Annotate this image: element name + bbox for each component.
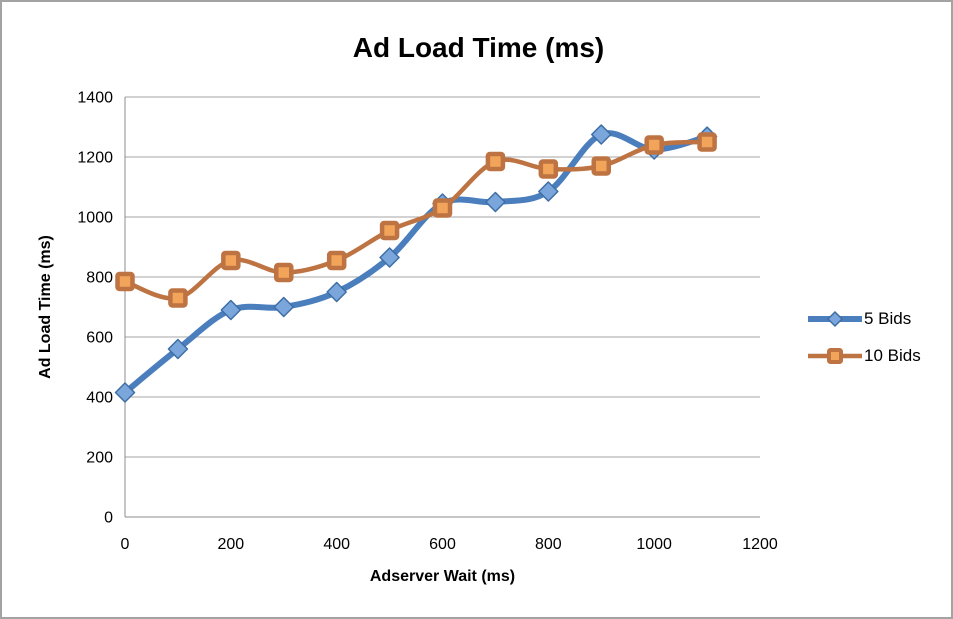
legend-label: 10 Bids: [864, 346, 921, 365]
diamond-legend-marker-icon: [808, 310, 862, 328]
chart-title: Ad Load Time (ms): [352, 32, 605, 63]
legend: 5 Bids 10 Bids: [808, 309, 921, 366]
data-point-1-11: [697, 132, 717, 152]
x-tick-label-600: 600: [429, 536, 456, 553]
y-tick-label-0: 0: [104, 510, 113, 527]
y-tick-label-1000: 1000: [77, 210, 113, 227]
data-point-1-9: [591, 156, 611, 176]
series-line-1: [122, 139, 710, 301]
y-tick-label-1400: 1400: [77, 90, 113, 107]
data-point-0-8: [538, 181, 559, 202]
data-point-0-7: [485, 191, 506, 213]
data-point-0-4: [326, 281, 347, 303]
x-tick-label-400: 400: [323, 536, 350, 553]
series-line-0: [122, 130, 711, 396]
data-point-0-9: [591, 124, 612, 145]
x-tick-label-0: 0: [121, 536, 130, 553]
y-tick-label-800: 800: [86, 270, 113, 287]
data-point-1-0: [115, 271, 135, 292]
data-point-1-10: [644, 135, 664, 155]
data-point-0-3: [273, 296, 294, 318]
legend-item-10-bids: 10 Bids: [808, 346, 921, 366]
data-point-1-1: [168, 288, 188, 308]
y-tick-label-400: 400: [86, 390, 113, 407]
y-tick-label-200: 200: [86, 450, 113, 467]
data-point-0-1: [167, 338, 189, 360]
data-point-0-0: [114, 382, 136, 403]
legend-item-5-bids: 5 Bids: [808, 309, 921, 329]
x-tick-label-800: 800: [535, 536, 562, 553]
data-point-1-6: [432, 198, 453, 218]
y-axis-title: Ad Load Time (ms): [37, 235, 54, 379]
square-legend-marker-icon: [808, 348, 862, 364]
legend-label: 5 Bids: [864, 309, 912, 328]
y-tick-label-1200: 1200: [77, 150, 113, 167]
data-point-1-4: [326, 250, 347, 271]
x-axis-title: Adserver Wait (ms): [369, 568, 516, 585]
data-point-1-5: [379, 220, 400, 241]
data-point-1-2: [221, 250, 241, 271]
data-point-1-3: [274, 262, 294, 283]
y-tick-label-600: 600: [86, 330, 113, 347]
data-point-1-7: [485, 151, 506, 172]
data-point-1-8: [538, 159, 559, 179]
x-tick-label-1000: 1000: [636, 536, 672, 553]
x-tick-label-200: 200: [217, 536, 244, 553]
data-point-0-5: [379, 247, 400, 268]
data-point-0-2: [220, 299, 242, 321]
x-tick-label-1200: 1200: [742, 536, 778, 553]
